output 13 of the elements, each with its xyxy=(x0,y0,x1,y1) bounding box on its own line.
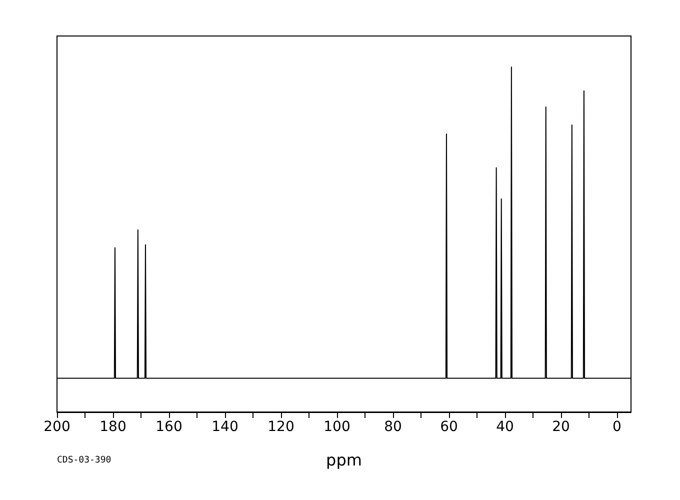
x-tick-label: 120 xyxy=(268,419,294,435)
text: CDS-03-390 xyxy=(57,456,112,466)
x-tick-label: 180 xyxy=(100,419,126,435)
x-tick-label: 60 xyxy=(440,419,458,435)
x-tick-label: 100 xyxy=(324,419,350,435)
x-axis-title: ppm xyxy=(326,450,362,470)
x-tick-label: 140 xyxy=(212,419,238,435)
x-tick-label: 200 xyxy=(44,419,70,435)
x-tick-label: 80 xyxy=(384,419,402,435)
x-tick-label: 20 xyxy=(552,419,570,435)
x-tick-label: 160 xyxy=(156,419,182,435)
x-tick-label: 40 xyxy=(496,419,514,435)
x-tick-label: 0 xyxy=(612,419,622,435)
